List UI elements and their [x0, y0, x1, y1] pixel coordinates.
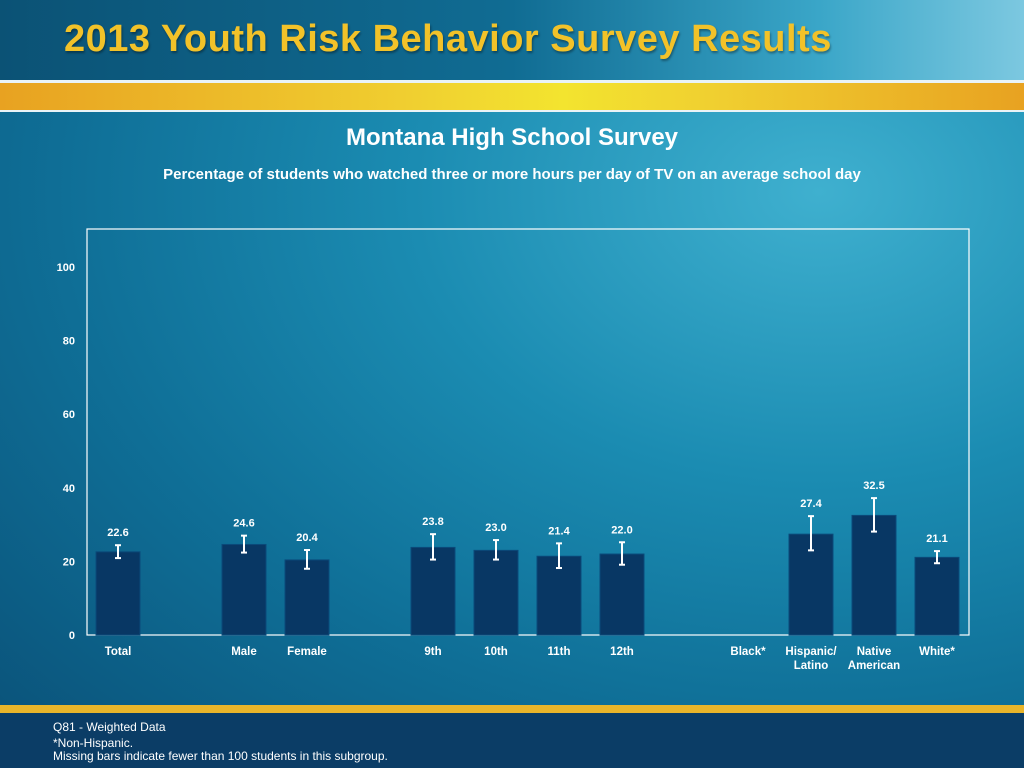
divider-stripe	[0, 80, 1024, 83]
y-tick-label: 80	[63, 336, 75, 348]
footer-missing-bars-note: Missing bars indicate fewer than 100 stu…	[53, 749, 388, 763]
data-label: 22.6	[107, 527, 128, 539]
bar	[599, 553, 645, 636]
y-tick-label: 60	[63, 409, 75, 421]
data-label: 24.6	[233, 518, 254, 530]
x-tick-label: 9th	[424, 646, 441, 658]
bar	[536, 555, 582, 636]
data-label: 22.0	[611, 524, 632, 536]
data-label: 21.1	[926, 533, 947, 545]
banner-title: 2013 Youth Risk Behavior Survey Results	[64, 18, 832, 60]
x-tick-label: 11th	[547, 646, 570, 658]
bar	[410, 546, 456, 636]
data-label: 20.4	[296, 532, 318, 544]
x-tick-label: White*	[919, 646, 955, 658]
chart-title: Montana High School Survey	[345, 124, 679, 151]
plot-frame	[86, 228, 970, 636]
x-tick-label: Latino	[794, 660, 829, 672]
x-tick-label: 10th	[484, 646, 508, 658]
footer-accent-stripe	[0, 705, 1024, 713]
y-tick-label: 20	[63, 556, 75, 568]
x-tick-label: Female	[287, 646, 327, 658]
bar	[851, 514, 897, 636]
divider-stripe	[0, 110, 1024, 112]
x-tick-label: Total	[105, 646, 132, 658]
bar	[95, 551, 141, 636]
footer-nonhispanic-note: *Non-Hispanic.	[53, 736, 134, 750]
data-label: 23.8	[422, 516, 443, 528]
data-label: 32.5	[863, 480, 884, 492]
chart-subtitle: Percentage of students who watched three…	[163, 166, 861, 183]
y-tick-label: 40	[63, 483, 75, 495]
accent-stripe	[0, 83, 1024, 110]
y-tick-label: 0	[69, 630, 75, 642]
x-tick-label: 12th	[610, 646, 634, 658]
bar	[914, 556, 960, 636]
x-tick-label: American	[848, 660, 900, 672]
data-label: 21.4	[548, 525, 570, 537]
header-banner: 2013 Youth Risk Behavior Survey Results	[0, 0, 1024, 82]
bar-chart: 0 20 40 60 80 100 22.6 Total 24.6 Male 20.4 Female 2…	[57, 228, 970, 672]
x-tick-label: Hispanic/	[785, 646, 837, 658]
footer-question-note: Q81 - Weighted Data	[53, 720, 166, 734]
x-tick-label: Native	[857, 646, 892, 658]
y-tick-label: 100	[57, 262, 75, 274]
x-tick-label: Black*	[730, 646, 766, 658]
footer: Q81 - Weighted Data *Non-Hispanic. Missi…	[0, 713, 1024, 768]
data-label: 23.0	[485, 522, 506, 534]
x-tick-label: Male	[231, 646, 257, 658]
bar	[473, 549, 519, 636]
data-label: 27.4	[800, 498, 822, 510]
bar	[221, 543, 267, 636]
bar	[284, 559, 330, 636]
